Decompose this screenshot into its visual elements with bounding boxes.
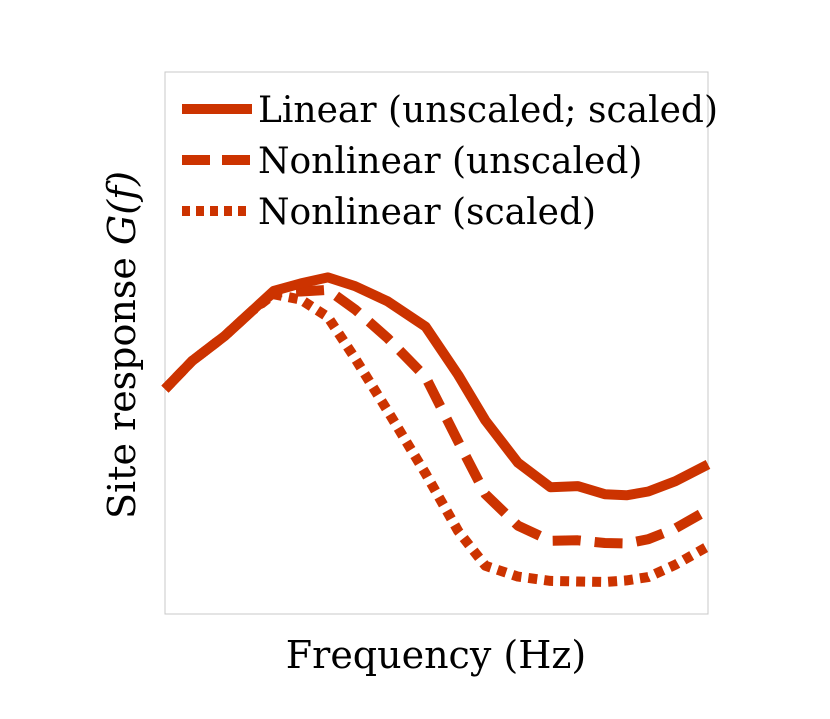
legend-entry-nonlinear-scaled: Nonlinear (scaled): [182, 192, 596, 233]
legend-label: Nonlinear (unscaled): [258, 141, 642, 182]
plot-frame: [164, 71, 709, 615]
y-axis-label-math: G(f): [100, 171, 144, 245]
y-axis-label: Site response G(f): [100, 171, 144, 519]
series-line-linear-unscaled-scaled: [161, 272, 711, 501]
legend-entry-linear-unscaled-scaled: Linear (unscaled; scaled): [182, 90, 718, 131]
x-axis-label: Frequency (Hz): [286, 633, 586, 677]
series-layer: [161, 272, 711, 587]
legend-label: Linear (unscaled; scaled): [258, 90, 718, 131]
series-line-nonlinear-unscaled: [161, 284, 711, 549]
legend: Linear (unscaled; scaled) Nonlinear (unsc…: [182, 90, 718, 233]
legend-label: Nonlinear (scaled): [258, 192, 596, 233]
y-axis-label-text: Site response: [100, 245, 144, 519]
legend-entry-nonlinear-unscaled: Nonlinear (unscaled): [182, 141, 642, 182]
series-line-nonlinear-scaled: [161, 289, 711, 587]
